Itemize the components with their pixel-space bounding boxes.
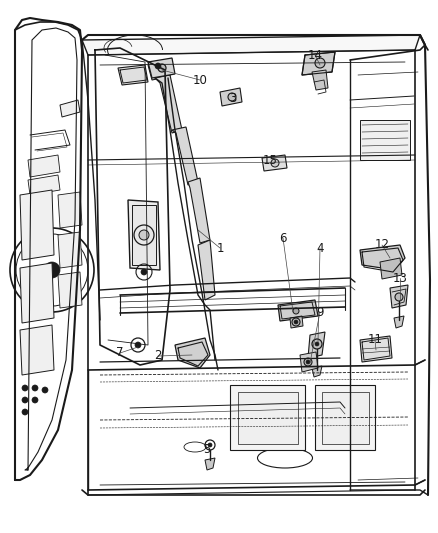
Text: 11: 11	[367, 334, 381, 346]
Text: 6: 6	[279, 231, 286, 245]
Polygon shape	[290, 316, 302, 328]
Bar	[132, 205, 155, 265]
Polygon shape	[389, 285, 407, 308]
Circle shape	[314, 58, 324, 68]
Circle shape	[32, 385, 38, 391]
Text: 14: 14	[307, 49, 322, 61]
Text: 4: 4	[315, 241, 323, 254]
Circle shape	[139, 230, 148, 240]
Bar	[314, 385, 374, 450]
Polygon shape	[58, 192, 82, 228]
Polygon shape	[20, 325, 54, 375]
Circle shape	[291, 318, 299, 326]
Polygon shape	[148, 62, 170, 80]
Text: 1: 1	[216, 241, 223, 254]
Circle shape	[227, 93, 236, 101]
Text: 10: 10	[192, 74, 207, 86]
Polygon shape	[393, 316, 403, 328]
Text: 15: 15	[262, 154, 277, 166]
Polygon shape	[172, 127, 198, 185]
Polygon shape	[128, 200, 159, 270]
Circle shape	[394, 293, 402, 301]
Bar	[237, 392, 297, 444]
Polygon shape	[311, 70, 327, 90]
Circle shape	[208, 443, 212, 447]
Bar	[321, 392, 368, 444]
Circle shape	[293, 320, 297, 324]
Polygon shape	[20, 263, 54, 323]
Polygon shape	[118, 65, 148, 85]
Circle shape	[303, 358, 311, 366]
Polygon shape	[379, 258, 401, 279]
Text: 2: 2	[154, 350, 161, 362]
Polygon shape	[82, 35, 419, 55]
Polygon shape	[219, 88, 241, 106]
Polygon shape	[359, 336, 391, 362]
Polygon shape	[198, 240, 215, 300]
Circle shape	[44, 262, 60, 278]
Circle shape	[305, 360, 309, 364]
Polygon shape	[175, 338, 209, 368]
Polygon shape	[277, 300, 317, 321]
Text: 3: 3	[229, 92, 236, 104]
Circle shape	[311, 339, 321, 349]
Circle shape	[314, 342, 318, 346]
Polygon shape	[155, 75, 182, 133]
Bar	[359, 120, 409, 160]
Circle shape	[22, 397, 28, 403]
Circle shape	[141, 269, 147, 275]
Polygon shape	[58, 232, 82, 268]
Circle shape	[270, 159, 279, 167]
Polygon shape	[301, 52, 334, 75]
Text: 7: 7	[116, 346, 124, 359]
Polygon shape	[307, 332, 324, 358]
Polygon shape	[299, 352, 317, 372]
Polygon shape	[28, 155, 60, 177]
Polygon shape	[261, 155, 286, 171]
Polygon shape	[311, 366, 321, 377]
Text: 9: 9	[315, 305, 323, 319]
Polygon shape	[60, 100, 80, 117]
Polygon shape	[187, 178, 209, 243]
Text: 13: 13	[392, 271, 406, 285]
Bar	[230, 385, 304, 450]
Text: 5: 5	[203, 443, 210, 456]
Circle shape	[22, 409, 28, 415]
Circle shape	[155, 63, 161, 69]
Circle shape	[32, 397, 38, 403]
Polygon shape	[148, 58, 175, 78]
Circle shape	[42, 387, 48, 393]
Circle shape	[158, 64, 166, 72]
Polygon shape	[28, 175, 60, 195]
Text: 12: 12	[374, 238, 389, 252]
Circle shape	[153, 65, 162, 75]
Circle shape	[22, 385, 28, 391]
Polygon shape	[205, 458, 215, 470]
Polygon shape	[359, 245, 404, 270]
Circle shape	[292, 308, 298, 314]
Polygon shape	[58, 272, 82, 308]
Polygon shape	[20, 190, 54, 260]
Circle shape	[135, 342, 141, 348]
